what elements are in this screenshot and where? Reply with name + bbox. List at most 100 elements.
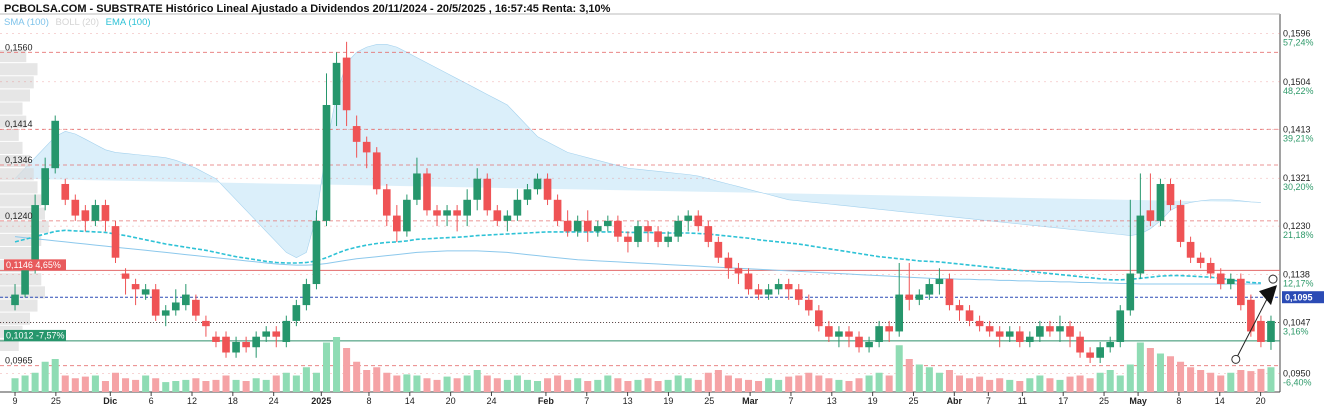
right-pct-label: 30,20% [1283, 182, 1314, 192]
candle-body [252, 336, 260, 348]
candle-body [895, 294, 904, 332]
right-pct-label: -6,40% [1283, 378, 1312, 388]
candle-body [614, 220, 622, 237]
right-pct-label: 57,24% [1283, 37, 1314, 47]
volume-profile-bar [0, 50, 27, 63]
current-price-label: 0,1095 [1285, 293, 1313, 303]
volume-profile-bar [0, 63, 38, 76]
x-tick-label: May [1129, 396, 1147, 406]
candle-body [553, 199, 562, 221]
volume-bar [91, 375, 99, 392]
candle-body [262, 331, 271, 337]
volume-bar [333, 337, 341, 392]
candle-body [945, 278, 954, 306]
candle-body [573, 220, 582, 232]
x-tick-label: 14 [1215, 396, 1225, 406]
volume-bar [785, 376, 793, 392]
volume-bar [302, 367, 310, 392]
volume-bar [865, 375, 873, 392]
volume-bar [835, 379, 843, 392]
candle-body [352, 126, 361, 142]
volume-bar [564, 379, 572, 392]
volume-bar [664, 379, 672, 392]
x-tick-label: 11 [1018, 396, 1027, 406]
candle-body [1237, 278, 1245, 306]
candle-body [593, 226, 602, 232]
candle-body [131, 284, 140, 290]
x-tick-label: 13 [827, 396, 837, 406]
candle-body [11, 294, 19, 306]
candle-body [744, 273, 753, 290]
candle-body [523, 189, 532, 200]
candle-body [955, 305, 964, 311]
volume-bar [604, 375, 612, 392]
candle-body [322, 104, 331, 221]
volume-bar [202, 381, 210, 392]
right-price-label: 0,1138 [1283, 270, 1310, 280]
volume-bar [1056, 379, 1064, 392]
volume-bar [1237, 370, 1245, 392]
right-price-label: 0,1596 [1283, 28, 1311, 38]
volume-bar [373, 367, 381, 392]
candle-body [935, 278, 944, 285]
volume-profile-bar [0, 273, 42, 286]
volume-bar [21, 375, 29, 392]
candle-body [61, 183, 70, 200]
volume-bar [704, 372, 712, 392]
candle-body [1096, 347, 1104, 358]
trend-arrow-line [1235, 294, 1270, 360]
candle-body [161, 310, 170, 316]
volume-profile-bar [0, 181, 38, 194]
left-level-label: 0,1240 [5, 211, 33, 221]
volume-bar [755, 381, 763, 392]
volume-bar [1096, 372, 1104, 392]
candle-body [121, 273, 130, 279]
candle-body [272, 331, 281, 337]
candle-body [443, 210, 451, 216]
volume-bar [1066, 376, 1074, 392]
volume-bar [111, 372, 120, 392]
candle-body [604, 220, 612, 227]
volume-bar [212, 379, 220, 392]
right-pct-label: 3,16% [1283, 326, 1309, 336]
left-level-label: 0,1414 [5, 119, 33, 129]
right-price-label: 0,1321 [1283, 173, 1311, 183]
volume-bar [503, 379, 511, 392]
candle-body [975, 320, 984, 327]
volume-bar [51, 359, 59, 392]
bollinger-band [14, 44, 1261, 259]
candle-body [724, 257, 733, 269]
candle-body [372, 152, 381, 190]
candle-body [583, 220, 592, 232]
volume-profile-bar [0, 115, 27, 128]
volume-bar [1086, 378, 1094, 392]
badge-low-label: 0,1012 -7,57% [6, 330, 65, 340]
x-tick-label: Abr [947, 396, 963, 406]
candle-body [815, 310, 823, 327]
x-tick-label: 17 [1058, 396, 1068, 406]
right-pct-label: 21,18% [1283, 230, 1314, 240]
volume-bar [393, 375, 401, 392]
candle-body [644, 226, 652, 232]
candle-body [232, 341, 240, 353]
volume-bar [684, 378, 692, 392]
volume-bar [242, 381, 250, 392]
x-tick-label: 20 [446, 396, 456, 406]
candle-body [242, 341, 250, 348]
volume-profile-bar [0, 155, 30, 168]
volume-bar [11, 378, 19, 392]
x-tick-label: 20 [1256, 396, 1266, 406]
volume-bar [252, 378, 260, 392]
candle-body [995, 331, 1004, 337]
volume-bar [976, 376, 984, 392]
candle-body [1196, 257, 1205, 263]
volume-bar [996, 378, 1004, 392]
volume-bar [423, 378, 431, 392]
candle-body [965, 310, 974, 321]
volume-bar [614, 378, 622, 392]
volume-profile-bar [0, 168, 34, 181]
candle-body [151, 289, 160, 316]
volume-bar [875, 372, 883, 392]
volume-bar [644, 378, 652, 392]
